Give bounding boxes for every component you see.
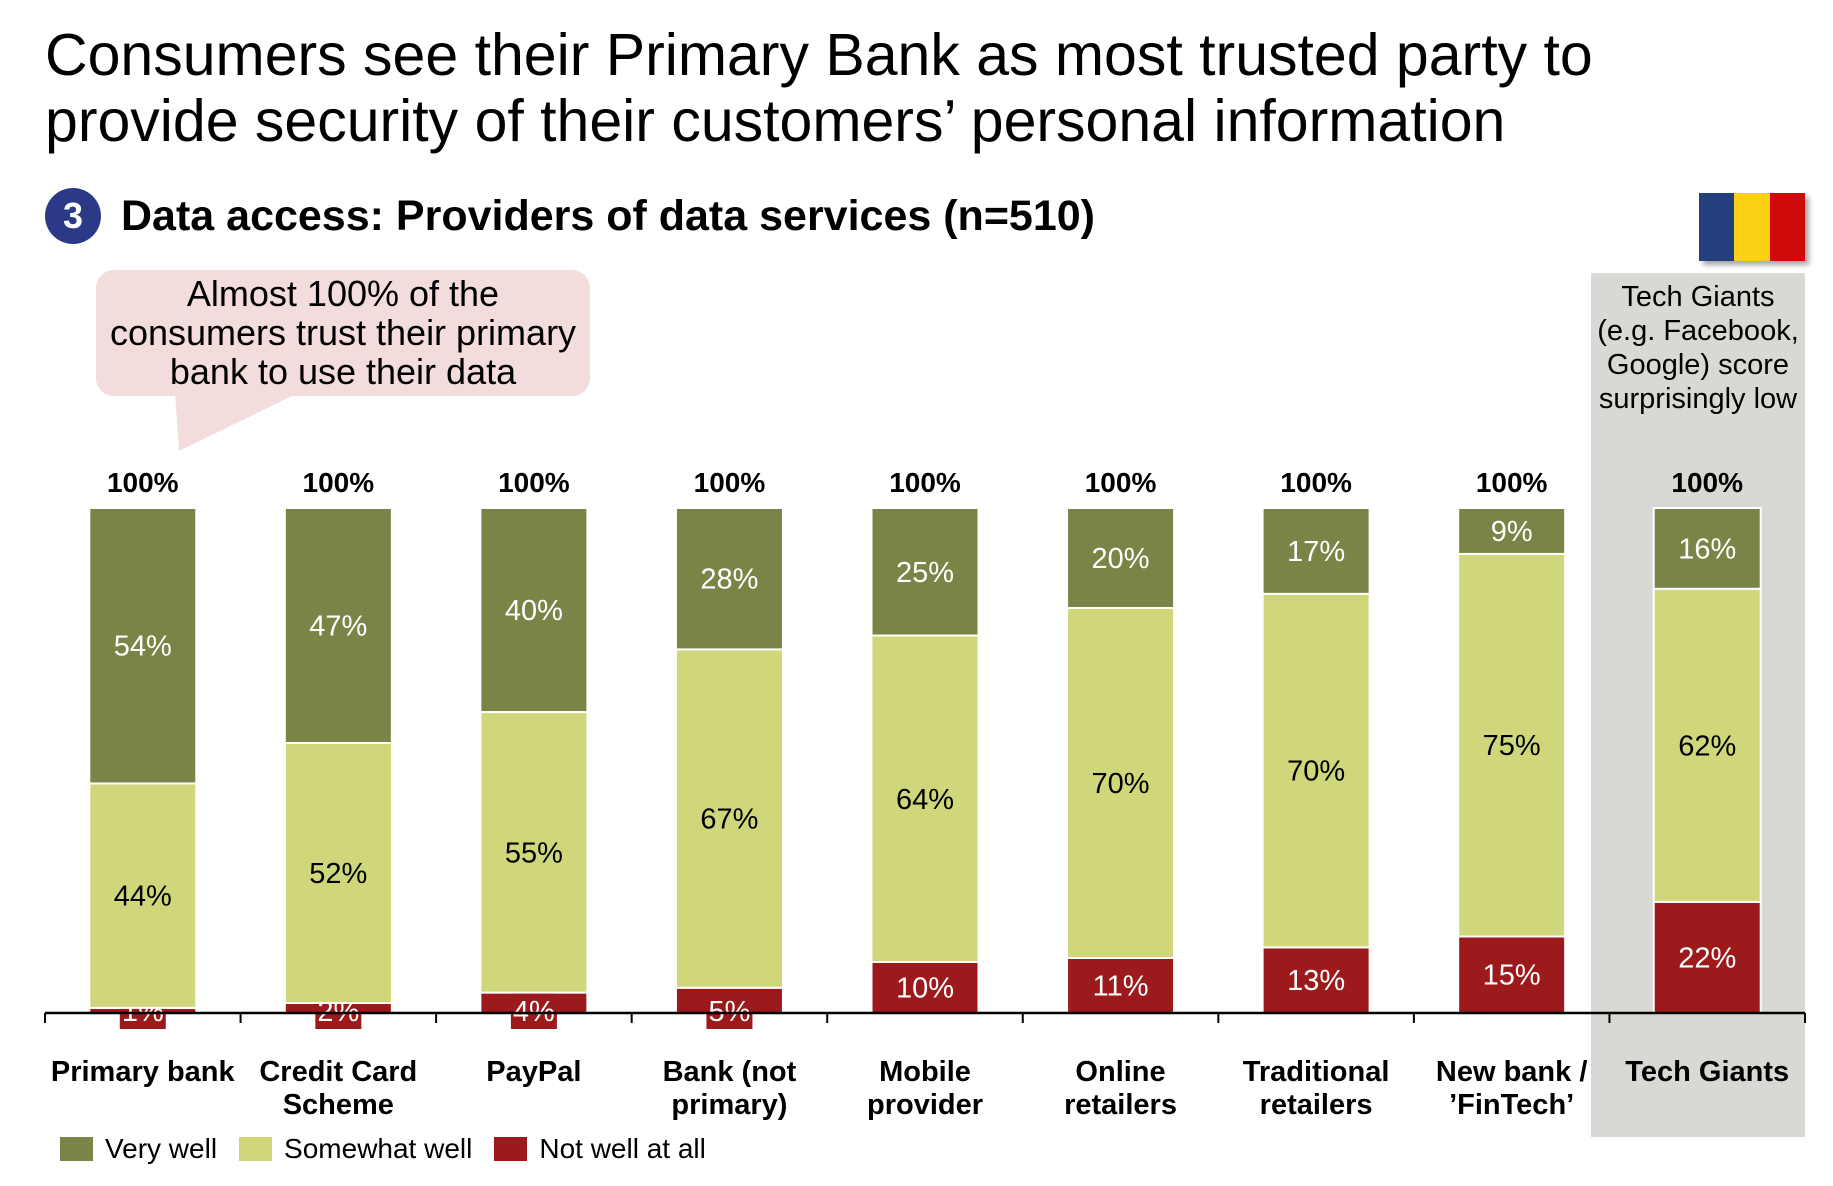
section-number-badge: 3: [45, 188, 101, 244]
data-label-box: [706, 993, 753, 1029]
legend-swatch: [494, 1137, 528, 1161]
category-label: Bank (not primary): [662, 1056, 797, 1121]
data-label: 67%: [700, 804, 758, 836]
data-label: 54%: [114, 631, 172, 663]
bar-segment: [870, 507, 980, 637]
total-label: 100%: [1085, 467, 1157, 498]
category-label: Primary bank: [50, 1056, 235, 1088]
data-label: 44%: [114, 881, 172, 913]
category-label: Online retailers: [1064, 1056, 1177, 1121]
bar-segment: [674, 507, 784, 651]
data-label: 75%: [1483, 730, 1541, 762]
total-label: 100%: [1476, 467, 1548, 498]
legend: Very well Somewhat well Not well at all: [60, 1133, 728, 1165]
data-label: 70%: [1287, 756, 1345, 788]
chart-subtitle: 3 Data access: Providers of data service…: [45, 188, 1095, 244]
total-label: 100%: [1280, 467, 1352, 498]
legend-label: Not well at all: [539, 1133, 706, 1164]
bar-segment: [1261, 507, 1371, 595]
bar-segment: [674, 648, 784, 989]
category-label: Tech Giants: [1625, 1056, 1790, 1088]
bar-segment: [283, 742, 393, 1004]
data-label-box: [510, 993, 557, 1029]
romania-flag-icon: [1699, 193, 1805, 261]
data-label: 15%: [1483, 960, 1541, 992]
bar-segment: [1652, 507, 1762, 590]
page-title: Consumers see their Primary Bank as most…: [45, 22, 1593, 154]
bar-segment: [1652, 900, 1762, 1015]
subtitle-text: Data access: Providers of data services …: [121, 191, 1095, 240]
legend-swatch: [60, 1137, 93, 1161]
data-label: 40%: [505, 595, 563, 627]
data-label: 20%: [1092, 543, 1150, 575]
category-label: Credit Card Scheme: [259, 1056, 418, 1121]
bar-segment: [479, 507, 589, 714]
bar-segment: [1066, 607, 1176, 959]
category-label: New bank / ’FinTech’: [1435, 1056, 1588, 1121]
bar-segment: [1457, 552, 1567, 938]
total-label: 100%: [303, 467, 375, 498]
bar-segment: [283, 507, 393, 744]
bar-segment: [870, 634, 980, 963]
legend-label: Somewhat well: [284, 1133, 473, 1164]
data-label: 11%: [1093, 971, 1149, 1003]
data-label: 16%: [1678, 533, 1736, 565]
bar-segment: [88, 507, 198, 785]
data-label: 17%: [1287, 536, 1345, 568]
legend-item-very-well: Very well: [60, 1133, 217, 1165]
category-label: Mobile provider: [866, 1056, 984, 1121]
data-label: 13%: [1287, 965, 1345, 997]
bar-segment: [1652, 587, 1762, 903]
data-label: 64%: [896, 784, 954, 816]
category-label: PayPal: [486, 1056, 582, 1088]
bar-segment: [1261, 592, 1371, 949]
total-label: 100%: [694, 467, 766, 498]
total-label: 100%: [498, 467, 570, 498]
bar-segment: [1457, 507, 1567, 555]
data-label: 52%: [309, 858, 367, 890]
data-label: 22%: [1678, 942, 1736, 974]
legend-item-not-well: Not well at all: [494, 1133, 706, 1165]
data-label: 9%: [1491, 516, 1533, 548]
category-label: Traditional retailers: [1242, 1056, 1390, 1121]
data-label: 10%: [896, 972, 954, 1004]
data-label: 70%: [1092, 768, 1150, 800]
bar-segment: [479, 711, 589, 994]
data-label: 62%: [1678, 730, 1736, 762]
total-label: 100%: [889, 467, 961, 498]
data-label: 47%: [309, 611, 367, 643]
bar-segment: [1066, 507, 1176, 609]
panel-note: Tech Giants (e.g. Facebook, Google) scor…: [1597, 281, 1799, 415]
bar-segment: [1261, 946, 1371, 1014]
legend-swatch: [239, 1137, 273, 1161]
legend-label: Very well: [105, 1133, 218, 1164]
total-label: 100%: [1671, 467, 1743, 498]
data-label: 55%: [505, 837, 563, 869]
bar-segment: [870, 960, 980, 1015]
data-label: 28%: [700, 564, 758, 596]
legend-item-somewhat-well: Somewhat well: [239, 1133, 472, 1165]
data-label: 25%: [896, 557, 954, 589]
bar-segment: [88, 782, 198, 1009]
total-label: 100%: [107, 467, 179, 498]
callout-bubble: Almost 100% of the consumers trust their…: [96, 270, 590, 396]
